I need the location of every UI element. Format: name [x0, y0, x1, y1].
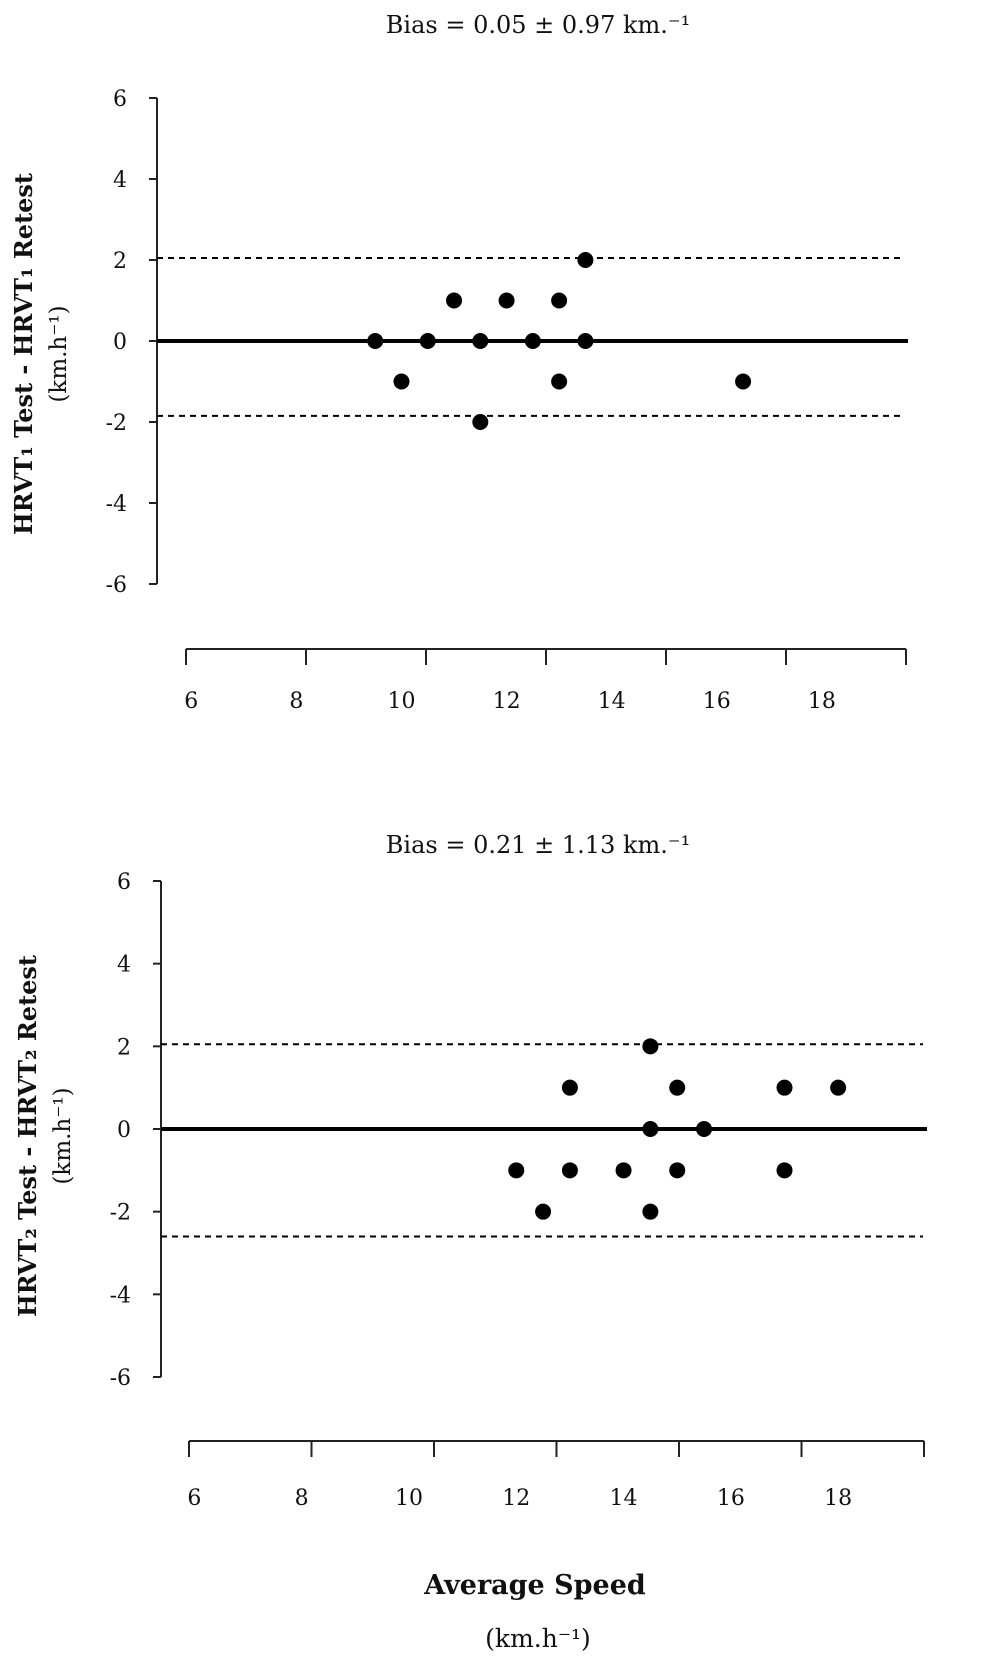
data-point [615, 1162, 632, 1179]
chart-title: Bias = 0.05 ± 0.97 km.⁻¹ [386, 11, 690, 39]
data-point [524, 333, 541, 349]
data-point [642, 1038, 659, 1055]
data-point [472, 333, 489, 349]
data-point [561, 1162, 578, 1179]
data-point [735, 373, 752, 390]
data-point [577, 252, 594, 268]
chart-panel-2: Bias = 0.21 ± 1.13 km.⁻¹ 6 4 2 0 -2 -4 -6 HRVT₂ … [13, 831, 927, 1511]
x-tick-label: 6 [187, 1486, 201, 1511]
y-axis-label: HRVT₁ Test - HRVT₁ Retest [9, 173, 38, 535]
chart-panel-1: Bias = 0.05 ± 0.97 km.⁻¹ 6 4 2 0 -2 -4 -6 HRVT₁ … [9, 11, 908, 714]
y-tick-label: 0 [113, 330, 127, 355]
data-point [367, 333, 384, 349]
y-tick-label: -4 [110, 1283, 131, 1308]
y-tick-label: 6 [117, 870, 131, 895]
data-point [551, 292, 568, 309]
x-axis-unit: (km.h⁻¹) [485, 1624, 591, 1653]
y-tick-label: 4 [117, 953, 131, 978]
x-tick-label: 8 [289, 689, 303, 714]
chart-title: Bias = 0.21 ± 1.13 km.⁻¹ [386, 831, 690, 859]
x-tick-label: 16 [717, 1486, 745, 1511]
y-axis-unit: (km.h⁻¹) [46, 305, 72, 402]
x-tick-label: 18 [824, 1486, 852, 1511]
y-tick-label: -6 [106, 573, 127, 598]
x-tick-label: 12 [493, 689, 521, 714]
x-tick-label: 12 [502, 1486, 530, 1511]
y-tick-label: -6 [110, 1366, 131, 1391]
y-tick-label: 6 [113, 87, 127, 112]
x-tick-label: 6 [184, 689, 198, 714]
x-tick-label: 8 [295, 1486, 309, 1511]
data-point [498, 292, 515, 309]
y-tick-label: 2 [113, 249, 127, 274]
data-point [472, 414, 489, 430]
data-point [642, 1121, 659, 1137]
y-tick-label: -2 [110, 1201, 131, 1226]
y-tick-label: 0 [117, 1118, 131, 1143]
y-tick-label: -2 [106, 411, 127, 436]
data-point [696, 1121, 713, 1137]
data-point [551, 373, 568, 390]
y-tick-label: 4 [113, 168, 127, 193]
y-tick-label: 2 [117, 1035, 131, 1060]
data-point [393, 373, 410, 390]
data-point [830, 1079, 847, 1096]
data-point [642, 1203, 659, 1220]
data-point [535, 1203, 552, 1220]
data-point [669, 1162, 686, 1179]
y-axis-label: HRVT₂ Test - HRVT₂ Retest [13, 955, 42, 1317]
data-point [446, 292, 463, 309]
x-tick-label: 18 [808, 689, 836, 714]
y-tick-label: -4 [106, 492, 127, 517]
x-tick-label: 14 [610, 1486, 638, 1511]
data-point [776, 1079, 793, 1096]
data-point [776, 1162, 793, 1179]
data-point [419, 333, 436, 349]
y-axis-unit: (km.h⁻¹) [50, 1087, 76, 1184]
x-tick-label: 10 [387, 689, 415, 714]
x-tick-label: 14 [598, 689, 626, 714]
data-point [669, 1079, 686, 1096]
x-axis-label: Average Speed [423, 1570, 646, 1601]
data-point [577, 333, 594, 349]
data-point [561, 1079, 578, 1096]
data-point [508, 1162, 525, 1179]
x-tick-label: 16 [703, 689, 731, 714]
x-tick-label: 10 [395, 1486, 423, 1511]
